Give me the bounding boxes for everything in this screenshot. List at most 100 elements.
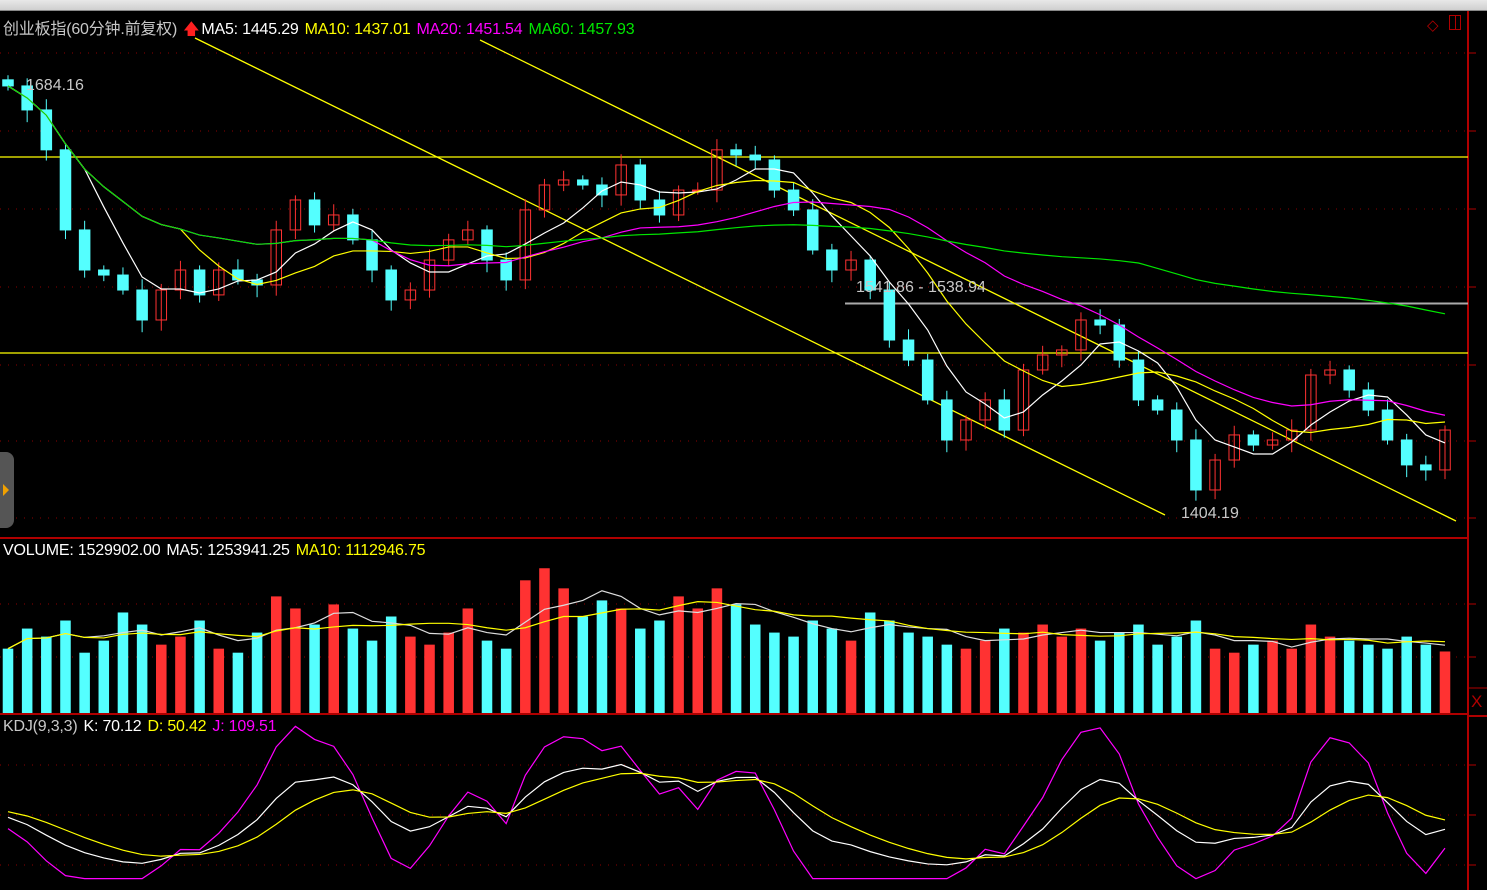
volume-bar — [979, 640, 991, 713]
volume-bar — [347, 628, 359, 713]
kdj-d-value: D: 50.42 — [147, 718, 207, 735]
candle-body — [1400, 439, 1413, 466]
candle-body — [711, 149, 723, 191]
volume-bar — [1267, 640, 1278, 713]
volume-ma5-line — [7, 590, 1446, 650]
volume-bar — [1075, 628, 1087, 713]
volume-bar — [424, 644, 435, 713]
volume-bar — [1382, 648, 1393, 713]
volume-bar — [1171, 636, 1183, 713]
candle-body — [462, 229, 474, 241]
volume-bar — [1133, 624, 1144, 713]
volume-bar — [462, 608, 474, 713]
volume-bar — [520, 580, 531, 713]
candle-body — [864, 259, 876, 291]
volume-bar — [405, 636, 416, 713]
candle-body — [1056, 349, 1068, 356]
candle-body — [998, 399, 1011, 431]
candle-body — [845, 259, 857, 271]
candle-body — [1151, 399, 1164, 411]
volume-bar — [769, 632, 780, 713]
candle-body — [787, 189, 800, 211]
volume-bar — [251, 632, 263, 713]
volume-bar — [1439, 651, 1451, 713]
volume-value: VOLUME: 1529902.00 — [3, 542, 161, 559]
candle-body — [1420, 464, 1432, 471]
diamond-icon[interactable]: ◇ — [1427, 17, 1439, 34]
volume-bar — [156, 644, 167, 713]
volume-bar — [136, 624, 148, 713]
candle-body — [538, 184, 551, 211]
stock-chart — [0, 11, 1487, 890]
candle-body — [1209, 459, 1221, 491]
candle-body — [193, 269, 206, 296]
volume-bar — [309, 624, 320, 713]
candle-body — [921, 359, 934, 401]
volume-bar — [884, 620, 895, 713]
candle-body — [1381, 409, 1394, 441]
candle-body — [155, 289, 168, 321]
volume-bar — [98, 640, 110, 713]
close-indicator-icon[interactable]: X — [1471, 692, 1483, 711]
kdj-title: KDJ(9,3,3) — [3, 718, 78, 735]
candle-body — [40, 109, 53, 151]
candle-body — [442, 239, 455, 261]
volume-bar — [79, 652, 90, 713]
volume-bar — [481, 640, 493, 713]
trend-line — [194, 37, 1166, 516]
candle-body — [1132, 359, 1145, 401]
candle-body — [327, 214, 340, 226]
candle-body — [596, 184, 608, 196]
volume-bar — [730, 604, 742, 713]
candle-body — [289, 199, 302, 231]
volume-bar — [1056, 636, 1068, 713]
volume-bar — [60, 620, 71, 713]
low-price-label: 1404.19 — [1181, 505, 1239, 522]
volume-bar — [1114, 632, 1125, 713]
ma20-value: MA20: 1451.54 — [416, 21, 523, 38]
candle-body — [404, 289, 417, 301]
candle-body — [1439, 429, 1451, 471]
kdj-k-value: K: 70.12 — [83, 718, 142, 735]
volume-bar — [1286, 648, 1297, 713]
volume-bar — [1209, 648, 1221, 713]
volume-bar — [1037, 624, 1048, 713]
kdj-j-line — [7, 725, 1446, 880]
up-arrow-icon: 🡅 — [183, 21, 200, 38]
volume-bar — [577, 616, 589, 713]
candle-body — [1266, 439, 1279, 446]
volume-bar — [1343, 640, 1355, 713]
volume-bar — [635, 628, 646, 713]
split-window-icon[interactable] — [1449, 15, 1461, 30]
volume-bar — [673, 596, 684, 713]
toolbar-strip — [0, 0, 1487, 11]
volume-bar — [749, 624, 761, 713]
volume-bar — [175, 636, 186, 713]
expand-panel-tab[interactable] — [0, 452, 14, 528]
volume-bar — [1190, 620, 1202, 713]
volume-bar — [1401, 636, 1412, 713]
candle-body — [1305, 374, 1317, 431]
ma5-value: MA5: 1445.29 — [201, 21, 299, 38]
volume-ma10-value: MA10: 1112946.75 — [295, 542, 426, 559]
volume-bar — [596, 600, 608, 713]
volume-bar — [788, 636, 799, 713]
volume-bar — [1152, 644, 1163, 713]
volume-bar — [2, 648, 14, 713]
volume-bar — [807, 620, 818, 713]
candle-body — [768, 159, 781, 191]
volume-bar — [1018, 632, 1029, 713]
candle-body — [1036, 354, 1049, 371]
volume-bar — [21, 628, 33, 713]
volume-bar — [443, 632, 454, 713]
main-legend: 创业板指(60分钟.前复权) 🡅 MA5: 1445.29 MA10: 1437.01… — [3, 15, 640, 45]
candle-body — [730, 149, 742, 156]
volume-bar — [922, 636, 933, 713]
volume-bar — [270, 596, 282, 713]
candle-body — [1343, 369, 1355, 391]
candle-body — [1228, 434, 1241, 461]
volume-legend: VOLUME: 1529902.00 MA5: 1253941.25 MA10: 1… — [3, 542, 431, 560]
candle-body — [59, 149, 72, 231]
candle-body — [1324, 369, 1336, 376]
ma10-value: MA10: 1437.01 — [304, 21, 411, 38]
